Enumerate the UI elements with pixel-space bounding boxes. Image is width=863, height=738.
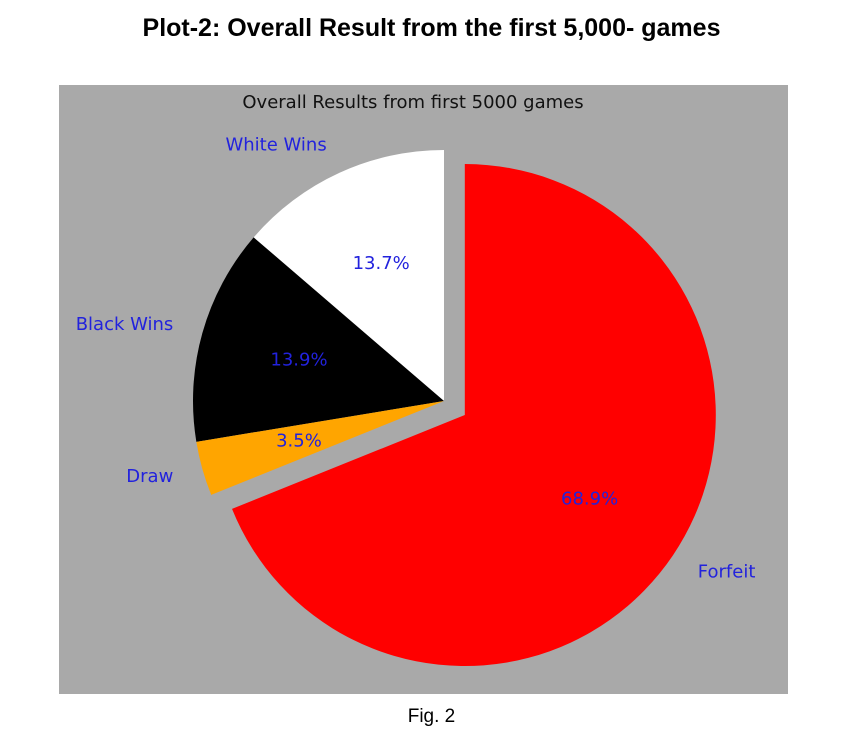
slice-label-white-wins: White Wins bbox=[225, 135, 326, 156]
document-heading: Plot-2: Overall Result from the first 5,… bbox=[142, 14, 721, 42]
pie-slice-forfeit bbox=[232, 164, 716, 667]
chart-title: Overall Results from first 5000 games bbox=[242, 92, 583, 113]
figure-caption: Fig. 2 bbox=[407, 706, 456, 727]
slice-percent-forfeit: 68.9% bbox=[561, 488, 618, 509]
slice-label-draw: Draw bbox=[126, 466, 173, 487]
slices-layer bbox=[193, 150, 716, 667]
pie-chart-svg: Overall Results from first 5000 games Wh… bbox=[59, 85, 788, 694]
pie-slice-white-wins bbox=[253, 150, 444, 401]
pie-slice-black-wins bbox=[193, 237, 444, 442]
slice-percent-white-wins: 13.7% bbox=[353, 253, 410, 274]
pie-slice-draw bbox=[196, 401, 444, 495]
slice-percent-draw: 3.5% bbox=[276, 431, 322, 452]
slice-label-black-wins: Black Wins bbox=[76, 314, 174, 335]
pie-chart: Overall Results from first 5000 games Wh… bbox=[59, 85, 788, 694]
labels-layer: White Wins 13.7% Black Wins 13.9% Draw 3.5% Fo… bbox=[76, 135, 756, 583]
slice-percent-black-wins: 13.9% bbox=[270, 349, 327, 370]
slice-label-forfeit: Forfeit bbox=[698, 561, 756, 582]
